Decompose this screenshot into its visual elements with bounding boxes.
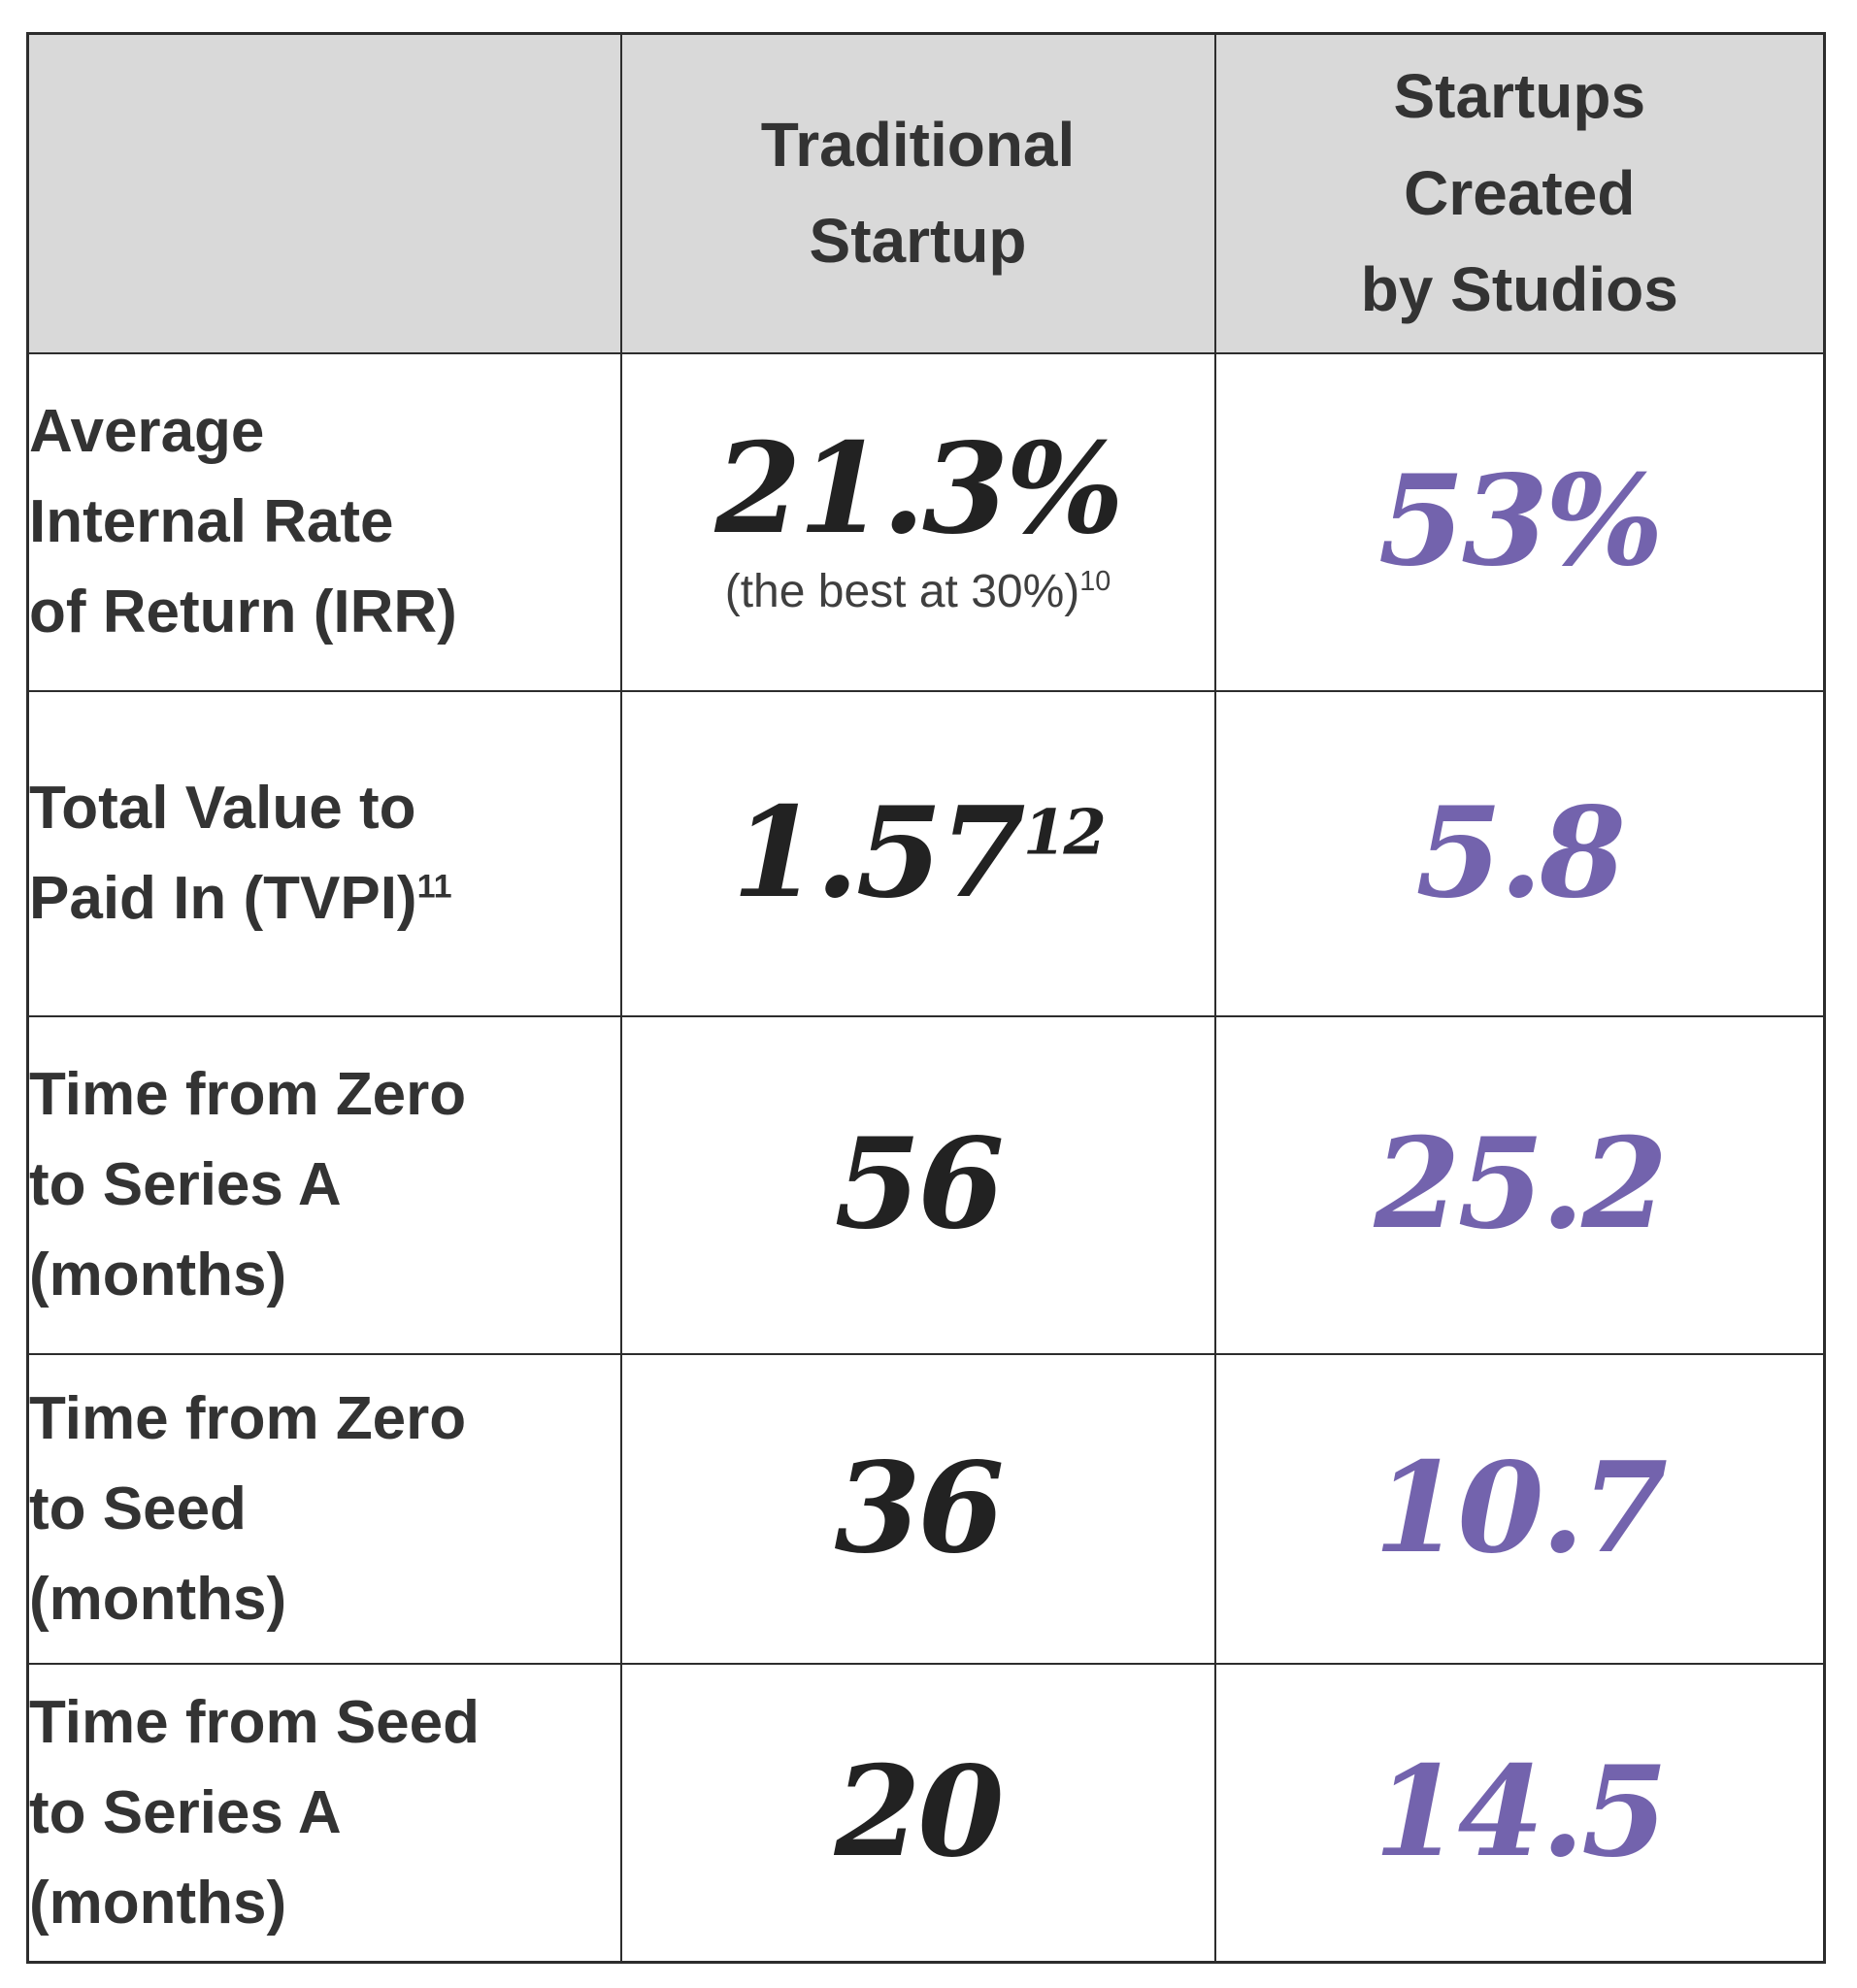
traditional-value-seed-to-series-a: 20	[834, 1740, 1004, 1886]
footnote-marker: 12	[1022, 796, 1107, 870]
column-header-startups-created-by-studios: Startups Created by Studios	[1213, 32, 1826, 354]
studios-value-cell-irr: 53%	[1213, 351, 1826, 692]
traditional-value-cell-zero-to-seed: 36	[619, 1352, 1216, 1665]
value-text: 1.57	[732, 779, 1026, 926]
row-label-text: Time from Seed to Series A (months)	[29, 1688, 481, 1937]
traditional-value-cell-tvpi: 1.5712	[619, 689, 1216, 1017]
row-label-zero-to-series-a: Time from Zero to Series A (months)	[26, 1014, 622, 1355]
value-text: 21.3%	[714, 415, 1123, 562]
column-header-traditional-startup: Traditional Startup	[619, 32, 1216, 354]
row-label-zero-to-seed: Time from Zero to Seed (months)	[26, 1352, 622, 1665]
footnote-marker: 10	[1079, 565, 1111, 597]
studios-value-cell-seed-to-series-a: 14.5	[1213, 1662, 1826, 1964]
traditional-value-cell-irr: 21.3% (the best at 30%)10	[619, 351, 1216, 692]
row-label-tvpi: Total Value to Paid In (TVPI)11	[26, 689, 622, 1017]
studios-value-zero-to-seed: 10.7	[1374, 1435, 1668, 1581]
table-row-seed-to-series-a: Time from Seed to Series A (months) 20 1…	[26, 1662, 1826, 1964]
row-label-text: Time from Zero to Series A (months)	[29, 1061, 467, 1309]
table-row-irr: Average Internal Rate of Return (IRR) 21…	[26, 351, 1826, 692]
row-label-text: Total Value to Paid In (TVPI)	[29, 775, 417, 932]
studios-value-cell-tvpi: 5.8	[1213, 689, 1826, 1017]
row-label-irr: Average Internal Rate of Return (IRR)	[26, 351, 622, 692]
note-text: (the best at 30%)	[724, 565, 1080, 617]
studios-value-tvpi: 5.8	[1415, 779, 1626, 926]
studios-value-zero-to-series-a: 25.2	[1374, 1111, 1668, 1258]
traditional-value-cell-seed-to-series-a: 20	[619, 1662, 1216, 1964]
traditional-value-irr: 21.3%	[714, 415, 1123, 562]
studios-value-cell-zero-to-series-a: 25.2	[1213, 1014, 1826, 1355]
row-label-text: Time from Zero to Seed (months)	[29, 1384, 467, 1633]
traditional-value-cell-zero-to-series-a: 56	[619, 1014, 1216, 1355]
traditional-value-tvpi: 1.5712	[732, 779, 1107, 926]
studios-value-cell-zero-to-seed: 10.7	[1213, 1352, 1826, 1665]
table-row-tvpi: Total Value to Paid In (TVPI)11 1.5712 5…	[26, 689, 1826, 1017]
footnote-marker: 11	[416, 868, 452, 906]
comparison-table: Traditional Startup Startups Created by …	[26, 32, 1826, 1964]
table-row-zero-to-seed: Time from Zero to Seed (months) 36 10.7	[26, 1352, 1826, 1665]
header-corner-cell	[26, 32, 622, 354]
row-label-text: Average Internal Rate of Return (IRR)	[29, 398, 457, 646]
traditional-value-zero-to-series-a: 56	[834, 1111, 1004, 1258]
table-row-zero-to-series-a: Time from Zero to Series A (months) 56 2…	[26, 1014, 1826, 1355]
studios-value-seed-to-series-a: 14.5	[1374, 1740, 1668, 1886]
traditional-value-note-irr: (the best at 30%)10	[622, 564, 1214, 620]
traditional-value-zero-to-seed: 36	[834, 1435, 1004, 1581]
studios-value-irr: 53%	[1377, 448, 1664, 595]
row-label-seed-to-series-a: Time from Seed to Series A (months)	[26, 1662, 622, 1964]
header-row: Traditional Startup Startups Created by …	[26, 32, 1826, 354]
